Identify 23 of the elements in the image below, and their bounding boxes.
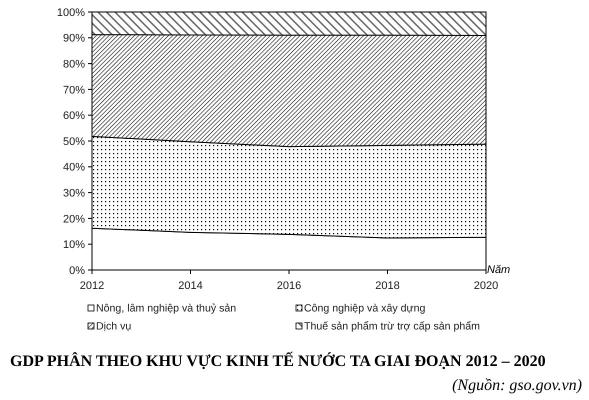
legend-label: Thuế sản phẩm trừ trợ cấp sản phẩm bbox=[304, 320, 480, 333]
legend-label: Dịch vụ bbox=[96, 320, 132, 333]
legend-label: Nông, lâm nghiệp và thuỷ sản bbox=[96, 302, 236, 315]
x-tick-label: 2020 bbox=[474, 280, 498, 292]
y-tick-label: 0% bbox=[69, 264, 86, 277]
y-tick-label: 90% bbox=[62, 32, 86, 45]
y-tick-label: 60% bbox=[62, 110, 86, 122]
x-tick-label: 2018 bbox=[375, 280, 400, 292]
text: GDP PHÂN THEO KHU VỰC KINH TẾ NƯỚC TA GIAI ĐOẠN 2012 – 2020 bbox=[10, 351, 546, 370]
y-tick-label: 70% bbox=[62, 84, 86, 96]
y-tick-label: 30% bbox=[62, 187, 86, 200]
x-tick-label: 2014 bbox=[178, 280, 203, 292]
x-tick-label: 2012 bbox=[80, 280, 104, 292]
y-tick-label: 10% bbox=[62, 239, 86, 252]
text: (Nguồn: gso.gov.vn) bbox=[452, 377, 582, 394]
y-tick-label: 80% bbox=[62, 58, 86, 70]
x-axis-title: Năm bbox=[487, 264, 510, 276]
y-tick-label: 20% bbox=[62, 213, 86, 226]
y-tick-label: 100% bbox=[56, 6, 86, 19]
y-tick-label: 40% bbox=[62, 162, 86, 174]
y-tick-label: 50% bbox=[62, 136, 86, 148]
legend-label: Công nghiệp và xây dựng bbox=[304, 302, 426, 315]
x-tick-label: 2016 bbox=[276, 280, 302, 292]
